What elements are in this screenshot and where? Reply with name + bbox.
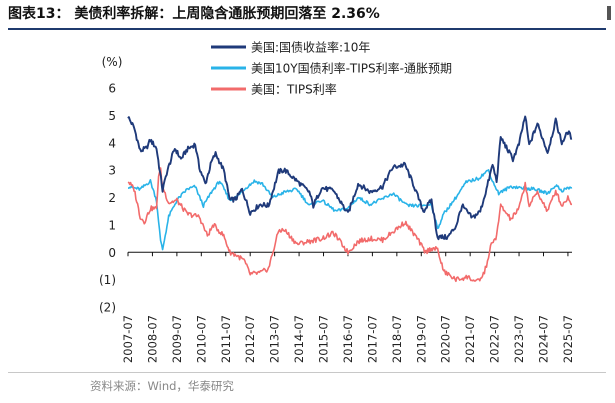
x-tick-label: 2012-07 — [243, 315, 257, 363]
x-tick-label: 2013-07 — [268, 315, 282, 363]
chart-title: 图表13： 美债利率拆解：上周隐含通胀预期回落至 2.36% — [8, 6, 380, 22]
series-line-3 — [127, 167, 572, 283]
legend-label-2: 美国10Y国债利率-TIPS利率-通胀预期 — [251, 61, 452, 76]
x-tick-label: 2008-07 — [145, 315, 159, 363]
series-line-1 — [127, 115, 573, 241]
y-tick-label: 0 — [108, 246, 116, 260]
legend-label-1: 美国:国债收益率:10年 — [251, 40, 370, 55]
series-line-2 — [128, 169, 573, 251]
y-unit-label: (%) — [102, 55, 123, 69]
x-tick-label: 2007-07 — [121, 315, 135, 363]
axes: (%) 6 5 4 3 2 1 0 (1) (2) 2007-07 2008-07 2009-07 201… — [99, 55, 575, 363]
x-tick-label: 2020-07 — [439, 315, 453, 363]
y-tick-label: 1 — [108, 218, 116, 232]
source-note: 资料来源：Wind，华泰研究 — [90, 379, 234, 393]
cropped-edge-mark — [607, 6, 611, 20]
x-tick-label: 2024-07 — [536, 315, 550, 363]
legend: 美国:国债收益率:10年美国10Y国债利率-TIPS利率-通胀预期美国：TIPS… — [211, 40, 452, 97]
x-tick-label: 2021-07 — [463, 315, 477, 363]
y-tick-label: 4 — [108, 136, 116, 150]
series-layer — [127, 115, 573, 283]
x-tick-label: 2014-07 — [292, 315, 306, 363]
y-tick-label: 5 — [108, 109, 116, 123]
x-tick-label: 2016-07 — [341, 315, 355, 363]
x-tick-label: 2015-07 — [317, 315, 331, 363]
x-tick-label: 2009-07 — [170, 315, 184, 363]
x-tick-label: 2010-07 — [194, 315, 208, 363]
x-tick-label: 2018-07 — [390, 315, 404, 363]
line-chart: (%) 6 5 4 3 2 1 0 (1) (2) 2007-07 2008-07 2009-07 201… — [99, 40, 575, 364]
y-tick-label: 2 — [108, 191, 116, 205]
y-tick-label: 3 — [108, 164, 116, 178]
legend-label-3: 美国：TIPS利率 — [251, 82, 337, 97]
x-tick-label: 2022-07 — [488, 315, 502, 363]
y-tick-label: (1) — [99, 273, 116, 287]
title-divider — [8, 28, 606, 30]
source-divider — [8, 372, 606, 373]
y-tick-label: 6 — [108, 82, 116, 96]
x-tick-label: 2019-07 — [414, 315, 428, 363]
x-tick-label: 2011-07 — [219, 315, 233, 363]
x-tick-label: 2023-07 — [512, 315, 526, 363]
x-tick-label: 2017-07 — [365, 315, 379, 363]
y-tick-label: (2) — [99, 301, 116, 315]
x-tick-label: 2025-07 — [561, 315, 575, 363]
